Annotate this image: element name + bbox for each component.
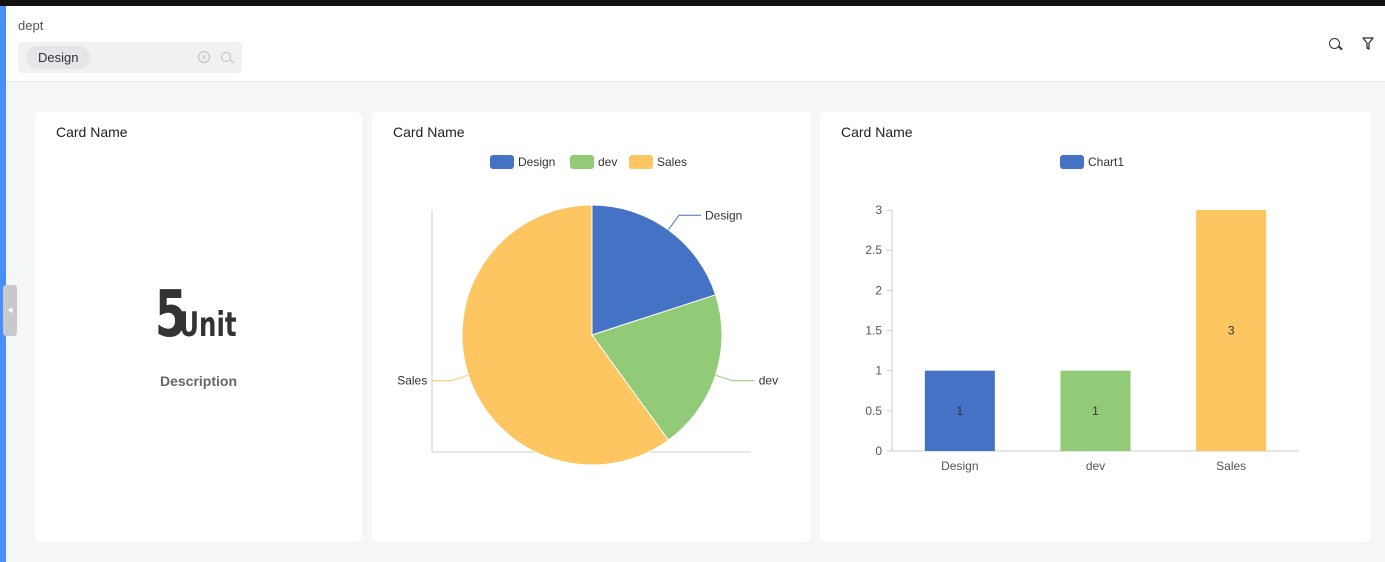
kpi-card: Card Name 5Unit Description — [35, 112, 362, 542]
pie-label: dev — [759, 374, 778, 388]
bar-card: Card Name Chart1 0 0.5 1 1.5 2 2.5 3 1 Design 1 dev… — [820, 112, 1371, 542]
bar-data-label: 1 — [1092, 404, 1099, 418]
pie-label: Design — [705, 208, 742, 222]
pie-slice-dev — [591, 294, 723, 441]
top-border — [0, 0, 1385, 6]
filter-bar: dept Design × — [6, 6, 1385, 82]
y-tick-label: 0.5 — [865, 404, 882, 418]
pie-label-line — [715, 374, 755, 382]
pie-slice-design — [591, 204, 717, 336]
pie-card: Card Name Design dev Sales Design dev Sales — [372, 112, 811, 542]
y-tick-label: 3 — [875, 203, 882, 217]
x-tick-label: Sales — [1216, 459, 1246, 473]
pie-label-line — [431, 374, 469, 382]
legend-swatch — [1060, 155, 1084, 169]
legend-label: Sales — [657, 155, 687, 169]
filter-icon[interactable] — [1362, 37, 1374, 51]
legend-label: dev — [598, 155, 617, 169]
y-tick-label: 2 — [875, 283, 882, 297]
pie-label-line — [668, 214, 701, 231]
legend-label: Chart1 — [1088, 155, 1124, 169]
y-tick-label: 1.5 — [865, 324, 882, 338]
collapse-handle[interactable]: ◀ — [3, 285, 17, 336]
pie-chart: Design dev Sales Design dev Sales — [397, 155, 778, 466]
legend-swatch — [570, 155, 594, 169]
y-tick-label: 1 — [875, 364, 882, 378]
search-icon[interactable] — [1329, 38, 1340, 49]
pie-label: Sales — [397, 374, 427, 388]
x-tick-label: dev — [1086, 459, 1105, 473]
kpi-description: Description — [159, 373, 237, 389]
bar-design — [924, 370, 995, 451]
left-accent-bar — [0, 6, 6, 562]
selected-tag[interactable]: Design — [26, 46, 91, 69]
kpi-block: 5Unit — [35, 280, 362, 350]
bar-dev — [1060, 370, 1131, 451]
card-title: Card Name — [841, 124, 913, 140]
y-tick-label: 2.5 — [865, 243, 882, 257]
dept-filter-select[interactable]: Design × — [18, 42, 242, 73]
filter-label: dept — [18, 18, 44, 33]
legend-label: Design — [518, 155, 555, 169]
x-tick-label: Design — [941, 459, 978, 473]
close-circle-icon[interactable]: × — [198, 51, 210, 63]
kpi-unit: Unit — [179, 305, 237, 345]
bar-sales — [1196, 210, 1267, 451]
card-title: Card Name — [393, 124, 465, 140]
bar-chart: Chart1 0 0.5 1 1.5 2 2.5 3 1 Design 1 dev 3 Sales — [865, 155, 1299, 473]
legend-swatch — [629, 155, 653, 169]
kpi-value: 5 — [154, 278, 187, 352]
bar-data-label: 1 — [956, 404, 963, 418]
y-tick-label: 0 — [875, 444, 882, 458]
search-icon[interactable] — [221, 52, 231, 62]
card-title: Card Name — [56, 124, 128, 140]
legend-swatch — [490, 155, 514, 169]
bar-data-label: 3 — [1228, 324, 1235, 338]
